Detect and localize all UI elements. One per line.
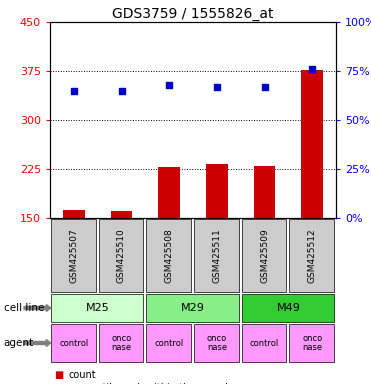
- Text: M25: M25: [86, 303, 109, 313]
- Bar: [146, 219, 191, 292]
- Text: M29: M29: [181, 303, 205, 313]
- Bar: [206, 164, 227, 218]
- Text: count: count: [69, 370, 96, 380]
- Bar: [242, 219, 286, 292]
- Bar: [158, 167, 180, 218]
- Bar: [289, 324, 334, 362]
- Text: control: control: [59, 339, 88, 348]
- Bar: [242, 294, 334, 322]
- Title: GDS3759 / 1555826_at: GDS3759 / 1555826_at: [112, 7, 274, 21]
- Text: GSM425509: GSM425509: [260, 228, 269, 283]
- Text: percentile rank within the sample: percentile rank within the sample: [69, 382, 234, 384]
- Text: GSM425510: GSM425510: [117, 228, 126, 283]
- Bar: [146, 324, 191, 362]
- Point: [118, 88, 124, 94]
- Text: ■: ■: [54, 382, 63, 384]
- Point: [166, 82, 172, 88]
- Text: GSM425512: GSM425512: [308, 228, 317, 283]
- Text: agent: agent: [4, 338, 34, 348]
- Bar: [302, 70, 323, 218]
- Point: [262, 84, 267, 90]
- Text: control: control: [155, 339, 184, 348]
- Text: GSM425511: GSM425511: [212, 228, 221, 283]
- Point: [71, 88, 77, 94]
- Bar: [63, 210, 85, 218]
- Point: [309, 66, 315, 72]
- Bar: [99, 219, 144, 292]
- Text: M49: M49: [276, 303, 300, 313]
- Point: [214, 84, 220, 90]
- Text: GSM425507: GSM425507: [69, 228, 78, 283]
- Text: onco
nase: onco nase: [111, 334, 132, 353]
- Bar: [194, 219, 239, 292]
- Bar: [51, 324, 96, 362]
- Text: cell line: cell line: [4, 303, 44, 313]
- Bar: [99, 324, 144, 362]
- Bar: [111, 211, 132, 218]
- Bar: [51, 219, 96, 292]
- Bar: [254, 166, 275, 218]
- Text: ■: ■: [54, 370, 63, 380]
- Bar: [289, 219, 334, 292]
- Text: onco
nase: onco nase: [207, 334, 227, 353]
- Text: control: control: [250, 339, 279, 348]
- Text: onco
nase: onco nase: [302, 334, 322, 353]
- Text: GSM425508: GSM425508: [165, 228, 174, 283]
- Bar: [194, 324, 239, 362]
- Bar: [51, 294, 144, 322]
- Bar: [242, 324, 286, 362]
- Bar: [146, 294, 239, 322]
